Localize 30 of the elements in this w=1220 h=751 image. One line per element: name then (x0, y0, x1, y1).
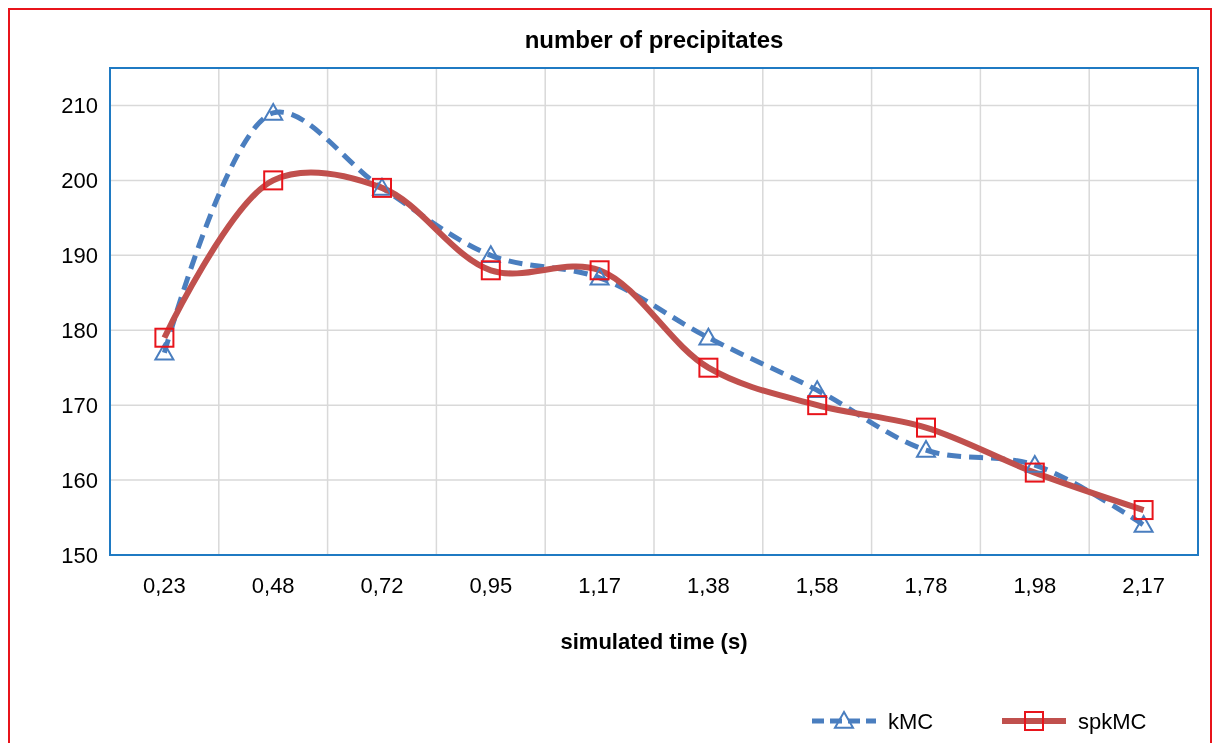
point (480, 245, 501, 264)
y-tick-label: 160 (61, 467, 98, 493)
y-tick-label: 200 (61, 168, 98, 194)
point (916, 440, 936, 458)
x-tick-label: 0,23 (142, 573, 186, 598)
legend-label: kMC (888, 709, 934, 734)
chart-title: number of precipitates (524, 26, 784, 53)
point (807, 380, 828, 398)
x-tick-label: 1,17 (578, 573, 622, 598)
x-tick-label: 0,95 (469, 573, 513, 598)
point (698, 327, 719, 346)
x-tick-label: 1,98 (1013, 573, 1057, 598)
legend-label: spkMC (1078, 709, 1147, 734)
y-tick-label: 190 (61, 243, 98, 269)
x-tick-label: 1,78 (904, 573, 948, 598)
point (263, 102, 284, 121)
y-tick-label: 170 (61, 392, 98, 418)
point (1133, 515, 1154, 533)
point (1024, 455, 1045, 473)
point (589, 267, 610, 286)
x-tick-label: 0,48 (251, 573, 295, 598)
y-tick-label: 150 (61, 542, 98, 568)
y-tick-label: 180 (61, 317, 98, 343)
x-tick-label: 0,72 (360, 573, 404, 598)
point (154, 342, 175, 361)
x-axis-title: simulated time (s) (560, 629, 748, 654)
x-tick-label: 2,17 (1122, 573, 1166, 598)
y-tick-label: 210 (61, 93, 98, 119)
x-tick-label: 1,58 (795, 573, 839, 598)
x-tick-label: 1,38 (686, 573, 730, 598)
